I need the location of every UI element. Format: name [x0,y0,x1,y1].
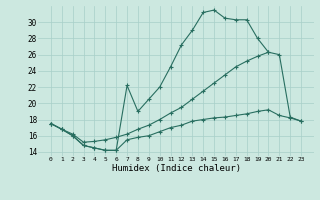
X-axis label: Humidex (Indice chaleur): Humidex (Indice chaleur) [111,164,241,173]
